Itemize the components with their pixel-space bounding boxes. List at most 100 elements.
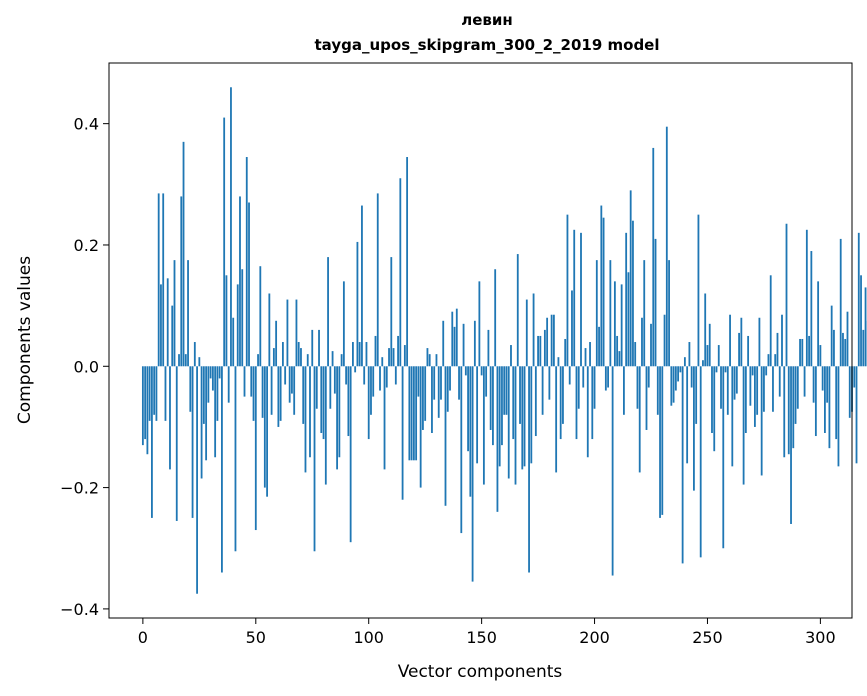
x-tick-label: 0 (138, 628, 148, 647)
bar-40 (232, 317, 235, 367)
bar-152 (485, 366, 488, 397)
bar-120 (412, 366, 415, 461)
bar-146 (471, 366, 474, 582)
bar-133 (442, 320, 445, 367)
bar-92 (349, 366, 352, 543)
bar-164 (512, 366, 515, 440)
bar-239 (681, 366, 684, 564)
bar-59 (275, 320, 278, 367)
bar-273 (758, 317, 761, 367)
bar-99 (365, 342, 368, 367)
bar-319 (862, 329, 865, 367)
bar-78 (318, 329, 320, 367)
bar-139 (455, 308, 458, 367)
bar-93 (352, 342, 354, 367)
bar-290 (796, 366, 799, 409)
bar-282 (778, 366, 781, 397)
bar-266 (742, 366, 745, 485)
bar-258 (724, 366, 727, 373)
bar-group (141, 87, 867, 594)
bar-147 (473, 320, 476, 367)
bar-121 (415, 366, 418, 461)
bar-1 (144, 366, 147, 440)
bar-254 (715, 366, 718, 373)
bar-10 (164, 366, 167, 421)
bar-238 (679, 366, 682, 373)
bar-221 (641, 317, 643, 367)
bar-25 (198, 357, 201, 367)
bar-143 (464, 366, 467, 376)
bar-211 (618, 351, 621, 367)
bar-158 (498, 366, 501, 467)
bar-173 (532, 293, 535, 367)
bar-71 (302, 366, 305, 424)
bar-2 (146, 366, 149, 455)
bar-251 (708, 323, 711, 367)
bar-278 (769, 275, 772, 367)
x-tick-label: 50 (246, 628, 266, 647)
bar-32 (214, 366, 217, 458)
bar-112 (394, 366, 397, 385)
bar-72 (304, 366, 307, 473)
bar-96 (358, 342, 361, 367)
bar-297 (812, 366, 815, 403)
bar-216 (629, 190, 632, 367)
bar-171 (528, 366, 530, 573)
bar-77 (315, 366, 318, 409)
bar-61 (279, 366, 282, 421)
x-tick-label: 100 (353, 628, 384, 647)
x-axis-ticks: 0 50 100 150 200 250 300 (138, 618, 836, 647)
bar-55 (266, 366, 268, 497)
bar-264 (738, 332, 740, 367)
bar-183 (555, 366, 558, 473)
bar-224 (647, 366, 650, 388)
bar-288 (792, 366, 795, 449)
bar-14 (173, 260, 176, 367)
bar-3 (148, 366, 151, 421)
bar-177 (541, 366, 544, 415)
bar-243 (690, 366, 693, 388)
bar-53 (261, 366, 264, 418)
bar-128 (431, 366, 433, 433)
bar-309 (839, 238, 842, 367)
bar-125 (424, 366, 427, 421)
bar-23 (193, 342, 196, 367)
bar-110 (390, 257, 393, 367)
bar-43 (239, 196, 241, 367)
bar-217 (632, 220, 634, 367)
bar-245 (695, 366, 698, 424)
bar-244 (693, 366, 695, 491)
bar-42 (236, 284, 239, 367)
bar-18 (182, 141, 185, 367)
bar-212 (620, 284, 623, 367)
bar-156 (494, 269, 497, 367)
bar-115 (401, 366, 404, 500)
bar-160 (503, 366, 506, 415)
bar-194 (580, 232, 582, 367)
bar-220 (638, 366, 641, 473)
bar-263 (735, 366, 738, 394)
bar-281 (776, 332, 779, 367)
bar-181 (550, 314, 553, 367)
bar-311 (844, 338, 847, 367)
bar-174 (534, 366, 537, 437)
bar-17 (180, 196, 183, 367)
bar-136 (449, 366, 451, 391)
bar-312 (846, 311, 849, 367)
bar-131 (437, 366, 440, 418)
bar-85 (333, 366, 336, 394)
bar-280 (774, 354, 777, 367)
bar-293 (803, 366, 806, 397)
bar-232 (665, 126, 668, 367)
bar-252 (711, 366, 713, 433)
bar-284 (783, 366, 786, 458)
bar-20 (187, 260, 189, 367)
bar-51 (257, 354, 259, 367)
bar-163 (510, 345, 512, 367)
bar-261 (731, 366, 734, 467)
bar-305 (830, 305, 833, 367)
bar-310 (842, 332, 844, 367)
bar-46 (245, 157, 248, 367)
bar-279 (772, 366, 774, 412)
bar-98 (363, 366, 366, 385)
